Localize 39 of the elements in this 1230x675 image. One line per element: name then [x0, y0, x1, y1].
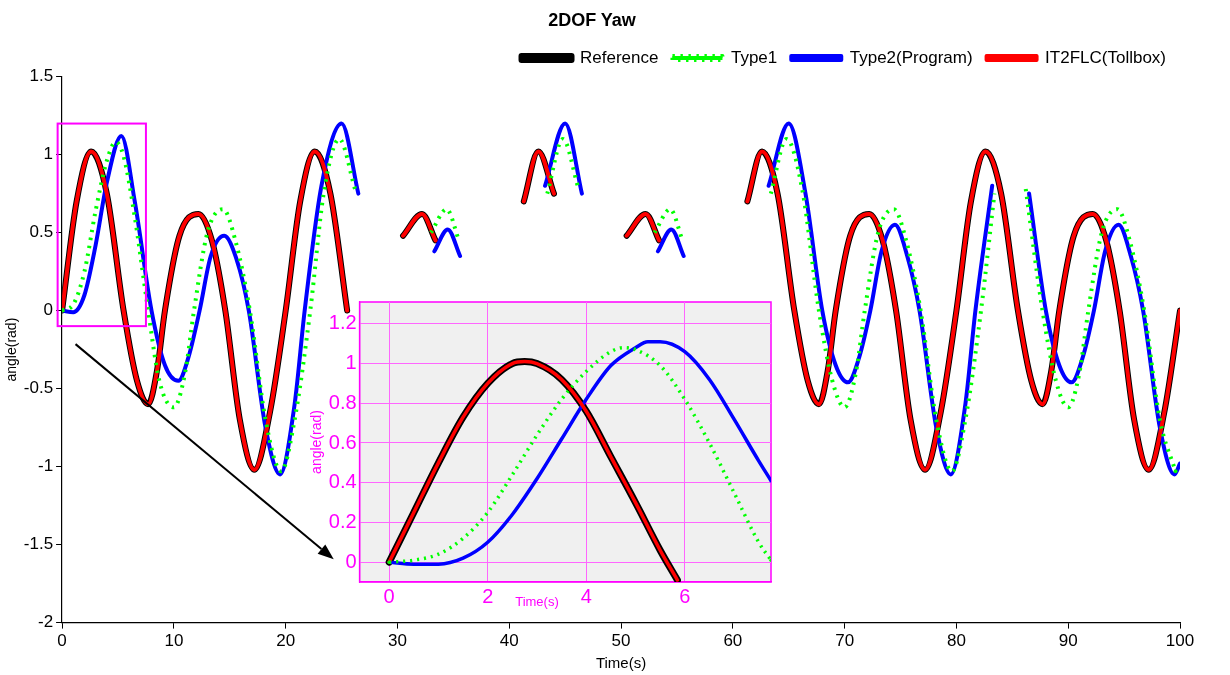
x-tick-label: 0: [383, 584, 395, 607]
legend-label: Type2(Program): [849, 47, 973, 67]
x-tick-label: 10: [164, 631, 184, 651]
x-tick-label: 90: [1058, 631, 1078, 651]
x-tick-label: 0: [57, 631, 67, 651]
y-tick-label: -1.5: [23, 534, 54, 554]
chart-title: 2DOF Yaw: [548, 9, 637, 30]
y-tick-label: 0.2: [328, 509, 357, 532]
y-tick-label: -2: [37, 612, 54, 632]
y-tick-label: 0.4: [328, 469, 357, 492]
y-tick-label: 0.8: [328, 390, 357, 413]
y-tick-label: 1.5: [29, 66, 54, 86]
y-tick-label: 0.6: [328, 430, 357, 453]
y-tick-label: 1: [345, 350, 357, 373]
x-tick-label: 4: [580, 584, 592, 607]
y-tick-label: 0.5: [29, 222, 54, 242]
legend-label: Type1: [730, 47, 778, 67]
x-tick-label: 30: [388, 631, 407, 651]
x-tick-label: 100: [1165, 631, 1195, 651]
x-axis-title: Time(s): [515, 593, 559, 609]
x-tick-label: 2: [481, 584, 494, 607]
y-tick-label: 0: [345, 549, 357, 572]
x-tick-label: 40: [499, 631, 519, 651]
y-tick-label: -0.5: [23, 378, 54, 398]
y-tick-label: -1: [37, 456, 54, 476]
x-tick-label: 60: [723, 631, 743, 651]
legend-label: Reference: [580, 47, 659, 67]
legend-label: IT2FLC(Tollbox): [1045, 47, 1166, 67]
x-tick-label: 50: [611, 631, 631, 651]
y-tick-label: 1.2: [328, 310, 357, 333]
x-tick-label: 70: [835, 631, 855, 651]
x-tick-label: 20: [276, 631, 296, 651]
x-tick-label: 6: [679, 584, 691, 607]
y-axis-title: angle(rad): [308, 409, 325, 474]
x-tick-label: 80: [946, 631, 966, 651]
y-axis-title: angle(rad): [3, 317, 20, 382]
y-tick-label: 1: [43, 144, 54, 164]
x-axis-title: Time(s): [595, 654, 647, 672]
y-tick-label: 0: [43, 300, 54, 320]
